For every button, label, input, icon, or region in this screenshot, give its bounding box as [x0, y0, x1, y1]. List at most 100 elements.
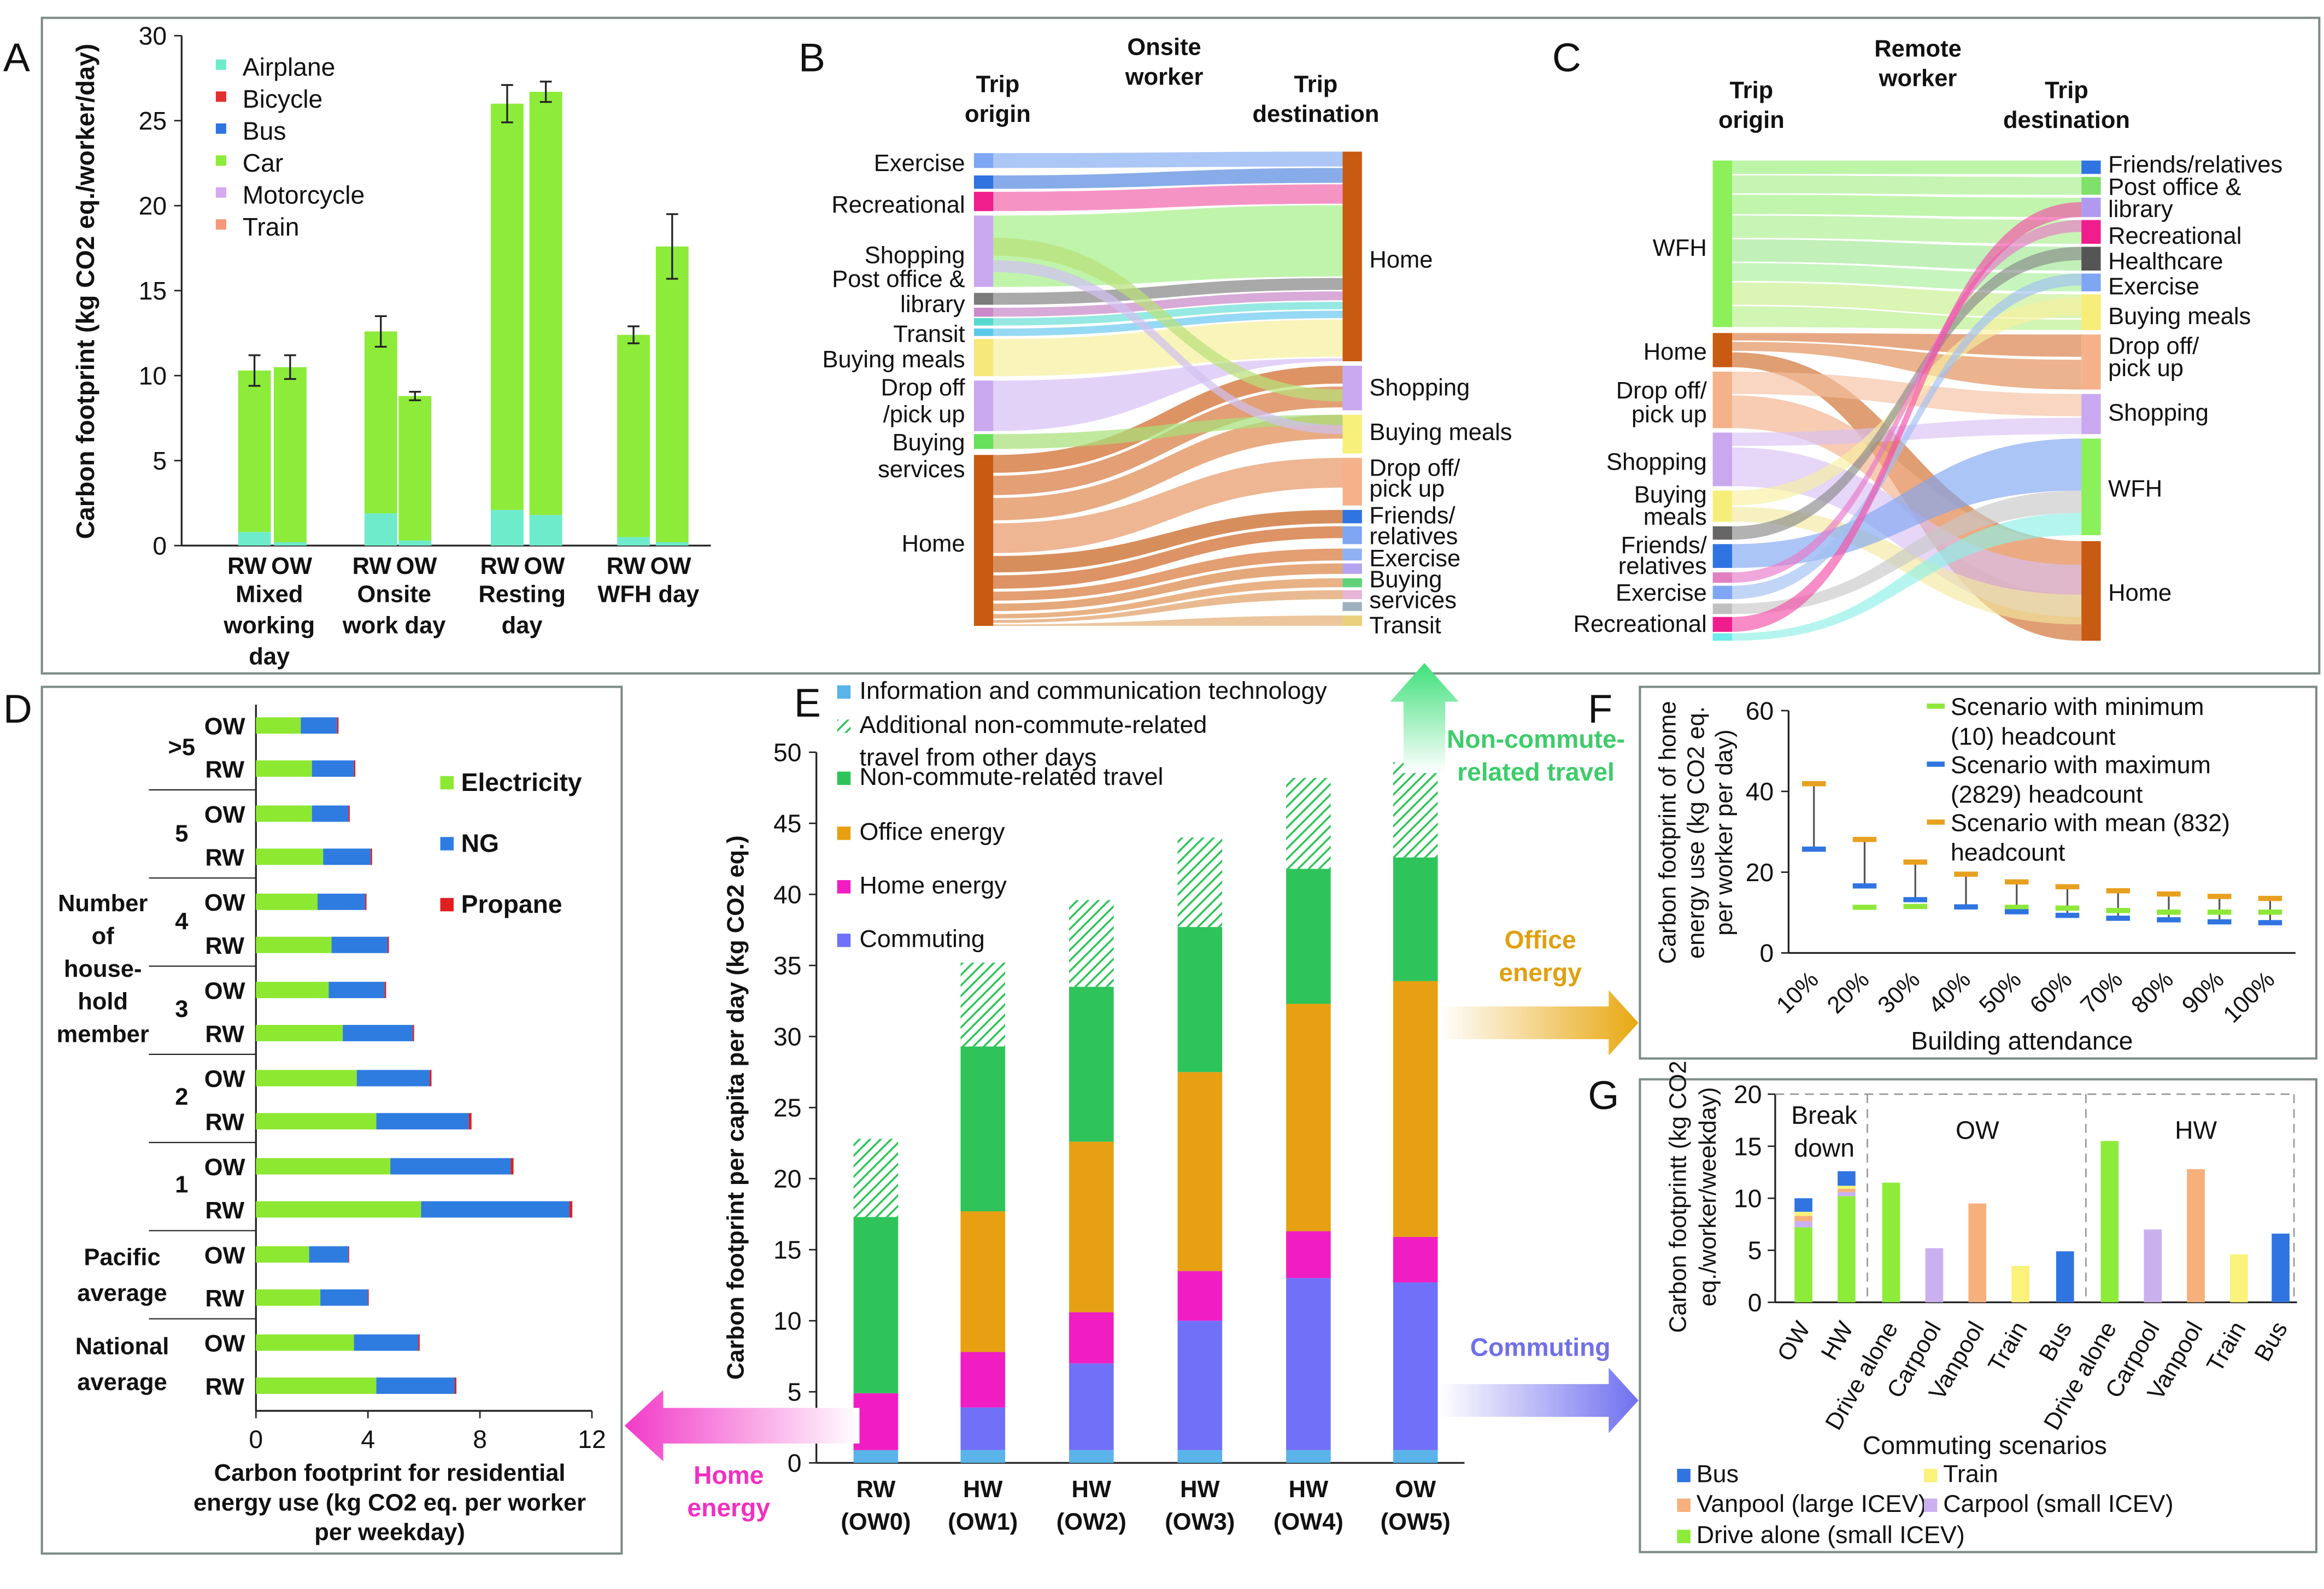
destination-label: Home: [1369, 247, 1433, 273]
arrow-label-office-line: Office: [1505, 925, 1576, 954]
legend-label: Bus: [243, 117, 286, 145]
bar-segment-5: [1177, 837, 1223, 928]
frame-panel-d: [40, 685, 623, 1555]
breakdown-carpool: [1794, 1221, 1812, 1228]
y-tick-label: 15: [139, 277, 167, 305]
legend-label: Airplane: [243, 53, 336, 81]
row-label: RW: [205, 1198, 245, 1224]
sankey-node-origin: [1712, 160, 1733, 327]
x-tick-label: 40%: [1923, 966, 1976, 1019]
bar-propane: [388, 936, 389, 953]
legend-swatch: [837, 719, 851, 733]
group-label: average: [77, 1280, 167, 1306]
y-tick-label: 10: [139, 362, 167, 390]
bar-segment-0: [853, 1450, 899, 1463]
breakdown-drive: [1838, 1196, 1856, 1303]
y-tick-label: 30: [773, 1023, 801, 1051]
bar-airplane: [617, 537, 650, 546]
origin-label: library: [900, 291, 965, 318]
row-label: RW: [205, 757, 245, 783]
origin-label: Post office &: [832, 266, 965, 292]
destination-label: Home: [2108, 580, 2172, 606]
bar-ng: [343, 1025, 413, 1041]
legend-swatch: [215, 123, 226, 134]
bar-propane: [348, 805, 350, 822]
legend-label: Scenario with minimum: [1951, 693, 2204, 720]
arrow-noncommute: [1390, 663, 1459, 773]
sankey-flow: [1732, 175, 2082, 195]
bar-car: [655, 246, 689, 542]
group-label-line: working: [223, 613, 315, 639]
breakdown-vanpool: [1838, 1189, 1856, 1192]
origin-label: Recreational: [831, 192, 965, 218]
sankey-node-origin: [973, 307, 994, 317]
group-label: >5: [168, 735, 196, 761]
y-tick-label: 10: [1734, 1184, 1762, 1212]
bar-ng: [317, 893, 366, 910]
x-tick-label: Train: [1983, 1317, 2033, 1376]
panel-label-g: G: [1588, 1073, 1619, 1118]
sankey-flow: [993, 278, 1343, 305]
category-label-line: HW: [1072, 1476, 1112, 1503]
bar-segment-1: [1286, 1278, 1331, 1450]
y-tick-label: 0: [152, 531, 167, 560]
bar-car: [238, 370, 271, 532]
sankey-node-origin: [1712, 526, 1733, 540]
group-label-line: work day: [342, 613, 446, 639]
sankey-node-destination: [1342, 563, 1362, 574]
row-label: RW: [205, 1110, 245, 1136]
bar-ng: [312, 805, 349, 822]
sankey-node-destination: [2081, 438, 2101, 536]
group-label: 5: [175, 820, 188, 847]
bar-airplane: [273, 542, 307, 546]
legend-label: Home energy: [860, 871, 1007, 899]
panel-e-chart: 0 5 10 15 20 25 30 35 40 45 50 Carbon footprint per…: [723, 676, 1465, 1535]
legend-swatch: [215, 219, 226, 230]
legend-label: Scenario with mean (832): [1951, 808, 2230, 836]
legend-label: Drive alone (small ICEV): [1697, 1521, 1965, 1549]
bar-car: [529, 91, 562, 515]
arrow-commuting: [1439, 1368, 1639, 1433]
bar-propane: [384, 982, 386, 999]
group-label: National: [75, 1334, 169, 1360]
legend-swatch: [440, 898, 454, 912]
sankey-title-line: worker: [1879, 66, 1957, 92]
category-label-line: (OW1): [948, 1509, 1018, 1535]
panel-label-f: F: [1588, 687, 1612, 731]
sankey-flow: [1732, 333, 2082, 357]
legend-swatch: [215, 91, 226, 102]
x-tick-label: 100%: [2219, 966, 2280, 1028]
group-label-line: Resting: [478, 582, 566, 608]
breakdown-carpool: [1838, 1192, 1856, 1197]
panel-label-e: E: [794, 681, 821, 725]
bar-segment-5: [1069, 900, 1114, 987]
row-label: RW: [205, 1021, 245, 1047]
group-label-line: Onsite: [357, 582, 431, 608]
sankey-flow: [1732, 513, 2082, 641]
frame-panel-g: [1639, 1078, 2317, 1553]
row-label: OW: [204, 714, 246, 740]
bar-ng: [312, 760, 354, 777]
destination-label: Exercise: [2108, 274, 2199, 300]
bar-segment-3: [1286, 1004, 1331, 1232]
group-label-line: Mixed: [236, 582, 303, 608]
legend-swatch: [1677, 1469, 1691, 1482]
bar-label: RW: [353, 553, 392, 579]
bar-electricity: [256, 717, 301, 734]
sankey-node-origin: [973, 455, 994, 626]
group-label-line: WFH day: [597, 582, 699, 608]
sankey-flow: [993, 184, 1343, 212]
sankey-node-origin: [1712, 585, 1733, 600]
bar-airplane: [655, 542, 689, 546]
sankey-node-destination: [2081, 160, 2101, 174]
x-tick-label: 80%: [2126, 966, 2179, 1019]
sankey-flow: [1732, 507, 2082, 625]
destination-label: Buying meals: [2108, 303, 2251, 330]
legend-swatch: [837, 826, 851, 840]
legend-swatch: [440, 837, 454, 851]
bar-propane: [454, 1377, 457, 1394]
bar-electricity: [256, 1377, 377, 1394]
legend-swatch: [1677, 1529, 1691, 1544]
destination-label: Shopping: [1369, 374, 1470, 401]
origin-label: Shopping: [865, 242, 965, 268]
